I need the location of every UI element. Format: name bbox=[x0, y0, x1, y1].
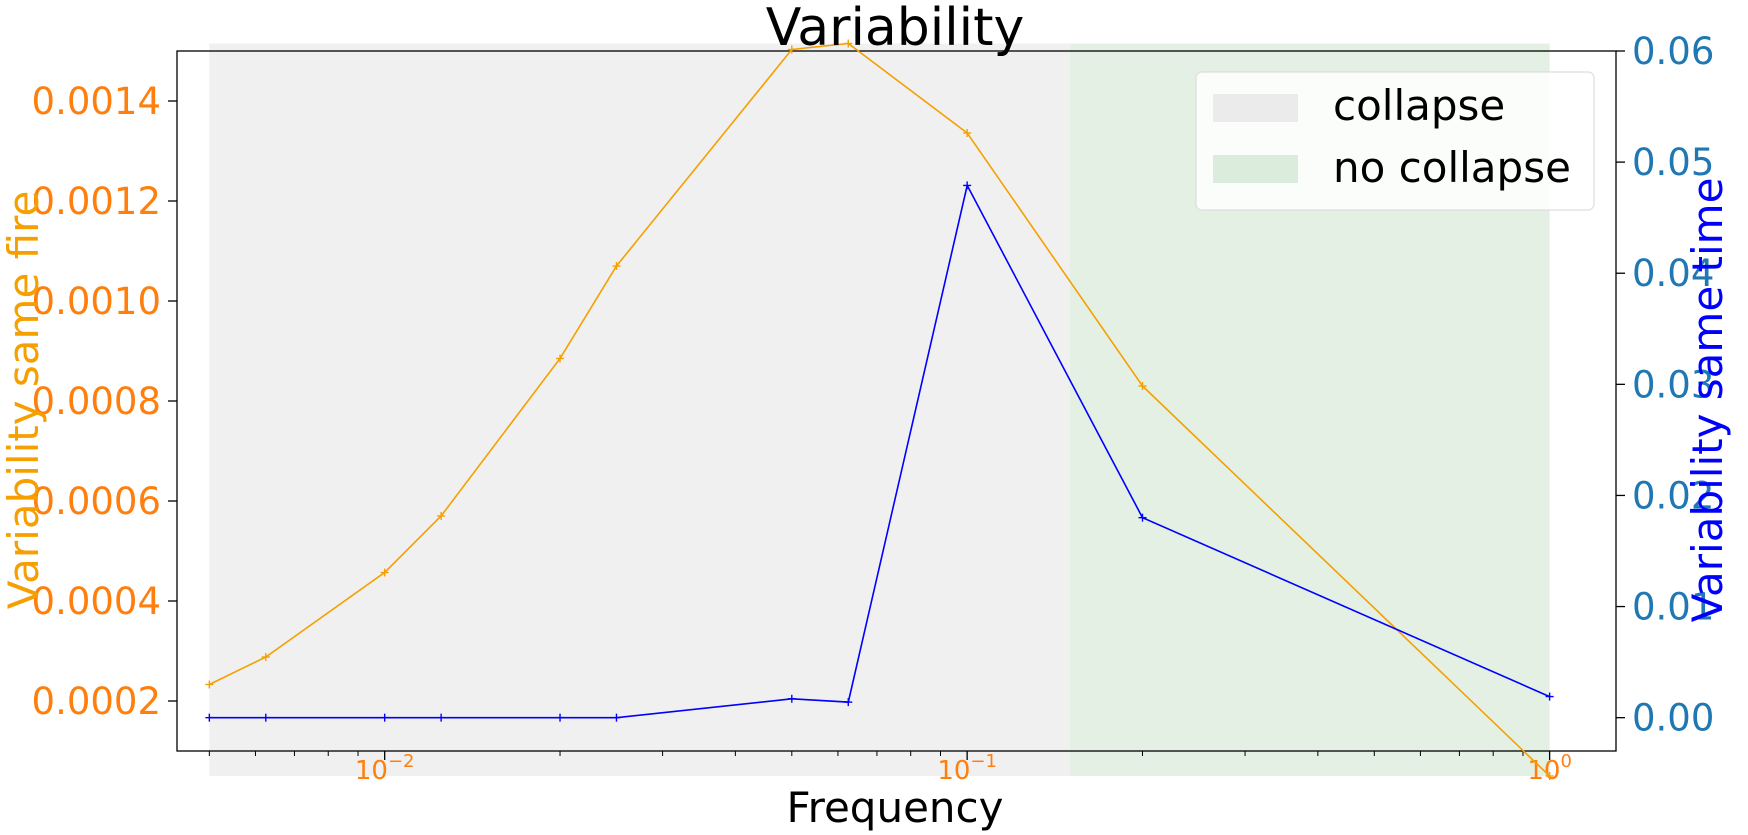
data-point-right bbox=[556, 713, 565, 722]
right-axis-ticks: 0.00 0.01 0.02 0.03 0.04 0.05 0.06 bbox=[1616, 30, 1714, 740]
data-point-left bbox=[612, 262, 621, 270]
right-axis-label: Variability same time bbox=[1683, 178, 1732, 623]
data-point-right bbox=[437, 713, 446, 722]
y-right-tick-label: 0.06 bbox=[1632, 30, 1714, 73]
y-left-tick-label: 0.0004 bbox=[32, 580, 161, 623]
y-right-tick-label: 0.04 bbox=[1632, 252, 1714, 295]
y-left-tick-label: 0.0006 bbox=[32, 480, 161, 523]
data-point-left bbox=[205, 680, 214, 689]
region-collapse bbox=[209, 43, 1070, 776]
data-point-left bbox=[437, 512, 446, 520]
data-point-right bbox=[612, 713, 621, 722]
data-point-right bbox=[787, 694, 796, 703]
x-tick-label: 100 bbox=[1527, 751, 1572, 786]
data-point-left bbox=[1545, 772, 1554, 780]
data-point-right bbox=[963, 181, 972, 190]
legend-swatch-collapse bbox=[1213, 94, 1298, 122]
x-tick-label: 10−2 bbox=[355, 751, 415, 786]
y-left-tick-label: 0.0002 bbox=[32, 680, 161, 723]
data-point-left bbox=[963, 129, 972, 137]
y-right-tick-label: 0.01 bbox=[1632, 586, 1714, 629]
data-point-right bbox=[844, 698, 853, 707]
x-axis-label: Frequency bbox=[787, 783, 1004, 832]
legend-label-no-collapse: no collapse bbox=[1333, 143, 1571, 192]
y-left-tick-label: 0.0010 bbox=[32, 280, 161, 323]
data-point-left bbox=[380, 568, 389, 577]
data-point-right bbox=[205, 713, 214, 722]
y-left-tick-label: 0.0014 bbox=[32, 80, 161, 123]
legend-swatch-no-collapse bbox=[1213, 155, 1298, 183]
y-right-tick-label: 0.02 bbox=[1632, 474, 1714, 517]
data-point-left bbox=[787, 45, 796, 54]
legend: collapse no collapse bbox=[1195, 71, 1595, 211]
x-tick-label: 10−1 bbox=[937, 751, 997, 786]
data-point-right bbox=[380, 713, 389, 722]
y-left-tick-label: 0.0008 bbox=[32, 380, 161, 423]
series-lines bbox=[205, 39, 1554, 780]
data-point-right bbox=[261, 713, 270, 722]
y-right-tick-label: 0.03 bbox=[1632, 363, 1714, 406]
left-axis-label: Variability same fire bbox=[0, 191, 48, 610]
data-point-right bbox=[1138, 513, 1147, 522]
y-right-tick-label: 0.00 bbox=[1632, 697, 1714, 740]
data-point-right bbox=[1545, 692, 1554, 701]
data-point-left bbox=[556, 354, 565, 363]
y-right-tick-label: 0.05 bbox=[1632, 141, 1714, 184]
y-left-tick-label: 0.0012 bbox=[32, 180, 161, 223]
data-point-left bbox=[261, 653, 270, 661]
left-axis-ticks: 0.0002 0.0004 0.0006 0.0008 0.0010 0.0012 0.00… bbox=[32, 80, 177, 723]
legend-label-collapse: collapse bbox=[1333, 81, 1505, 130]
data-point-left bbox=[844, 39, 853, 48]
data-point-left bbox=[1138, 382, 1147, 390]
chart-title: Variability bbox=[766, 0, 1025, 58]
